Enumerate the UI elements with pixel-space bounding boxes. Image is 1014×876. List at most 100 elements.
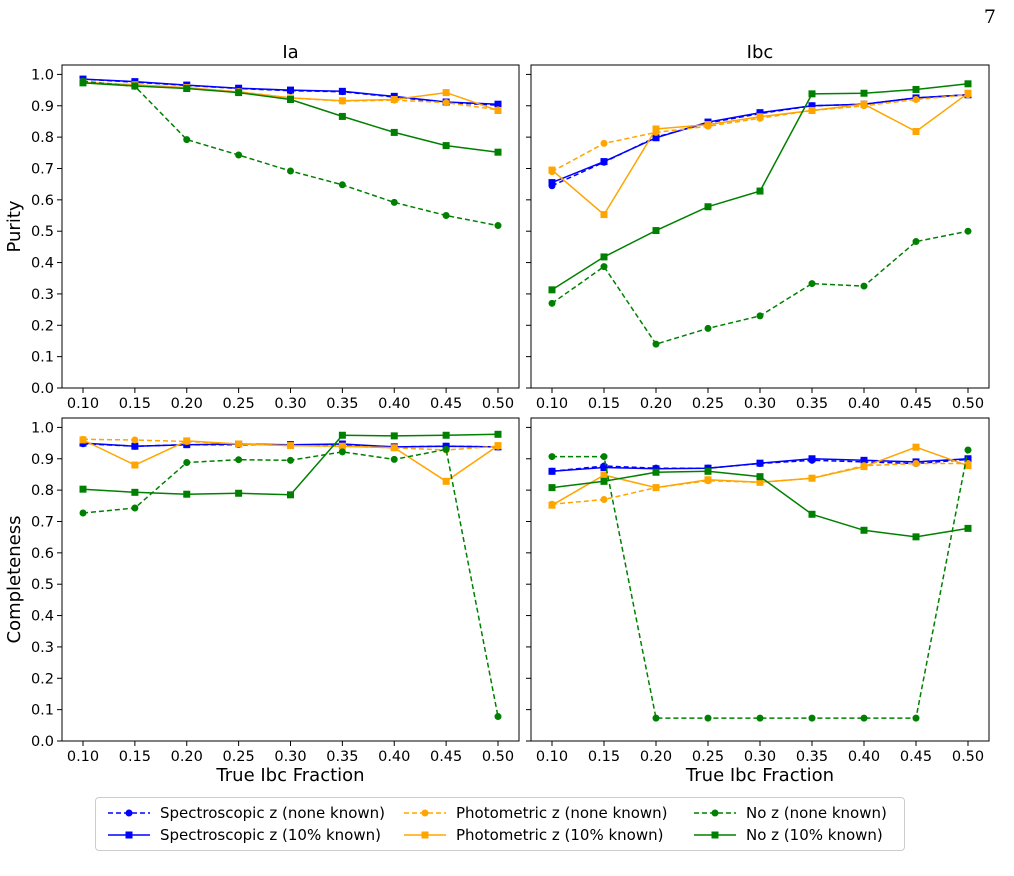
- data-point: [79, 436, 87, 444]
- legend-swatch-marker: [421, 831, 429, 839]
- data-point: [494, 222, 502, 230]
- data-point: [600, 263, 608, 271]
- data-point: [548, 467, 556, 475]
- data-point: [912, 127, 920, 135]
- data-point: [964, 89, 972, 97]
- data-point: [756, 714, 764, 722]
- data-point: [704, 714, 712, 722]
- panel-title: Ibc: [747, 42, 774, 63]
- data-point: [235, 489, 243, 497]
- data-point: [183, 437, 191, 445]
- data-point: [338, 87, 346, 95]
- data-point: [494, 148, 502, 156]
- y-tick-label: 0.3: [31, 640, 54, 656]
- data-point: [183, 136, 191, 144]
- data-point: [808, 90, 816, 98]
- legend-swatch-marker: [711, 809, 719, 817]
- plot-frame: [61, 64, 520, 389]
- x-tick-label: 0.15: [588, 749, 620, 765]
- data-point: [600, 471, 608, 479]
- data-point: [756, 113, 764, 121]
- data-point: [131, 436, 139, 444]
- data-point: [964, 446, 972, 454]
- data-point: [338, 448, 346, 456]
- data-point: [912, 238, 920, 246]
- data-point: [652, 227, 660, 235]
- x-tick-label: 0.20: [171, 749, 203, 765]
- legend-item-noz-none: No z (none known): [692, 803, 887, 823]
- x-tick-label: 0.45: [900, 749, 932, 765]
- data-point: [390, 444, 398, 452]
- y-tick-label: 0.0: [31, 734, 54, 750]
- data-point: [183, 459, 191, 467]
- y-tick-label: 0.4: [31, 609, 54, 625]
- page-number: 7: [983, 6, 996, 28]
- series-line: [552, 449, 969, 719]
- data-point: [860, 282, 868, 290]
- data-point: [600, 464, 608, 472]
- data-point: [390, 198, 398, 206]
- data-point: [494, 100, 502, 108]
- data-point: [548, 484, 556, 492]
- x-tick-label: 0.45: [900, 396, 932, 412]
- y-tick-label: 0.9: [31, 452, 54, 468]
- series-008000-solid: [79, 79, 502, 156]
- data-point: [442, 89, 450, 97]
- y-tick-label: 0.0: [31, 381, 54, 397]
- y-tick-label: 0.6: [31, 546, 54, 562]
- data-point: [652, 484, 660, 492]
- panel-completeness-ibc: 0.10 0.15 0.20 0.25 0.30 0.35 0.40 0.45 0.50 True…: [526, 417, 990, 786]
- panel-completeness-ia: 0.10 0.15 0.20 0.25 0.30 0.35 0.40 0.45 0.50 0.0 0…: [4, 417, 520, 786]
- series-ffa500-dashed: [548, 91, 972, 176]
- y-tick-label: 0.9: [31, 99, 54, 115]
- y-tick-label: 1.0: [31, 67, 54, 83]
- data-point: [494, 713, 502, 721]
- data-point: [808, 455, 816, 463]
- data-point: [912, 443, 920, 451]
- x-tick-label: 0.50: [952, 396, 984, 412]
- data-point: [600, 139, 608, 147]
- series-008000-solid: [548, 80, 972, 294]
- data-point: [548, 453, 556, 461]
- x-tick-label: 0.35: [796, 749, 828, 765]
- x-tick-label: 0.20: [640, 396, 672, 412]
- legend-swatch-marker: [421, 809, 429, 817]
- data-point: [287, 442, 294, 450]
- x-tick-label: 0.50: [482, 749, 514, 765]
- data-point: [808, 714, 816, 722]
- panel-purity-ibc: 0.10 0.15 0.20 0.25 0.30 0.35 0.40 0.45 0.50 Ibc: [526, 42, 990, 412]
- data-point: [756, 478, 764, 486]
- data-point: [964, 227, 972, 235]
- x-tick-label: 0.30: [274, 396, 306, 412]
- series-008000-dashed: [79, 77, 502, 230]
- legend-swatch: [404, 831, 446, 839]
- series-line: [82, 448, 499, 717]
- series-ffa500-solid: [79, 436, 502, 485]
- x-tick-label: 0.10: [67, 396, 99, 412]
- x-tick-label: 0.40: [848, 396, 880, 412]
- x-tick-label: 0.10: [536, 396, 568, 412]
- data-point: [235, 440, 243, 448]
- data-point: [860, 100, 868, 108]
- x-tick-label: 0.35: [326, 396, 358, 412]
- data-point: [704, 203, 712, 211]
- data-point: [808, 474, 816, 482]
- series-0000ff-dashed: [548, 91, 972, 190]
- x-tick-label: 0.50: [482, 396, 514, 412]
- y-tick-label: 0.8: [31, 130, 54, 146]
- data-point: [442, 142, 450, 150]
- data-point: [79, 509, 87, 517]
- data-point: [390, 432, 398, 440]
- data-point: [808, 510, 816, 518]
- x-tick-label: 0.40: [378, 396, 410, 412]
- data-point: [183, 85, 191, 93]
- data-point: [860, 714, 868, 722]
- legend-swatch: [694, 831, 736, 839]
- data-point: [390, 95, 398, 103]
- x-axis-label: True Ibc Fraction: [215, 765, 364, 786]
- x-tick-label: 0.45: [430, 396, 462, 412]
- data-point: [704, 467, 712, 475]
- data-point: [390, 128, 398, 136]
- legend-item-spectroscopic-10: Spectroscopic z (10% known): [106, 825, 381, 845]
- data-point: [235, 151, 243, 159]
